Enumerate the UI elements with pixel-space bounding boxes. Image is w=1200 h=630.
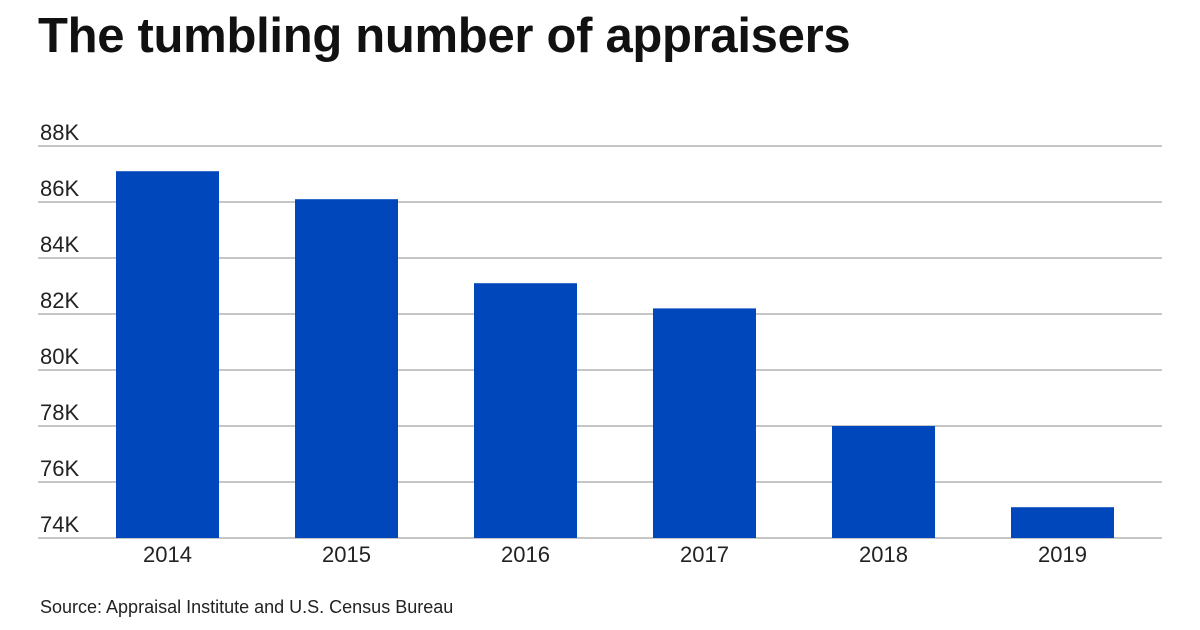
bar-2018 [832,426,935,538]
x-tick-label: 2019 [1038,542,1087,567]
y-tick-label: 76K [40,456,79,481]
y-tick-label: 84K [40,232,79,257]
y-tick-label: 88K [40,120,79,145]
bar-2016 [474,283,577,538]
bar-2017 [653,308,756,538]
x-tick-label: 2015 [322,542,371,567]
x-axis-ticks: 2014 2015 2016 2017 2018 2019 [143,542,1087,567]
bar-2015 [295,199,398,538]
bar-2019 [1011,507,1114,538]
y-tick-label: 78K [40,400,79,425]
chart-title: The tumbling number of appraisers [38,9,851,63]
y-tick-label: 86K [40,176,79,201]
x-tick-label: 2016 [501,542,550,567]
bars [116,171,1114,538]
x-tick-label: 2014 [143,542,192,567]
source-note: Source: Appraisal Institute and U.S. Cen… [40,597,454,617]
y-tick-label: 82K [40,288,79,313]
x-tick-label: 2017 [680,542,729,567]
y-tick-label: 74K [40,512,79,537]
y-tick-label: 80K [40,344,79,369]
y-axis-ticks: 74K 76K 78K 80K 82K 84K 86K 88K [40,120,79,537]
x-tick-label: 2018 [859,542,908,567]
gridlines [38,145,1162,539]
bar-2014 [116,171,219,538]
